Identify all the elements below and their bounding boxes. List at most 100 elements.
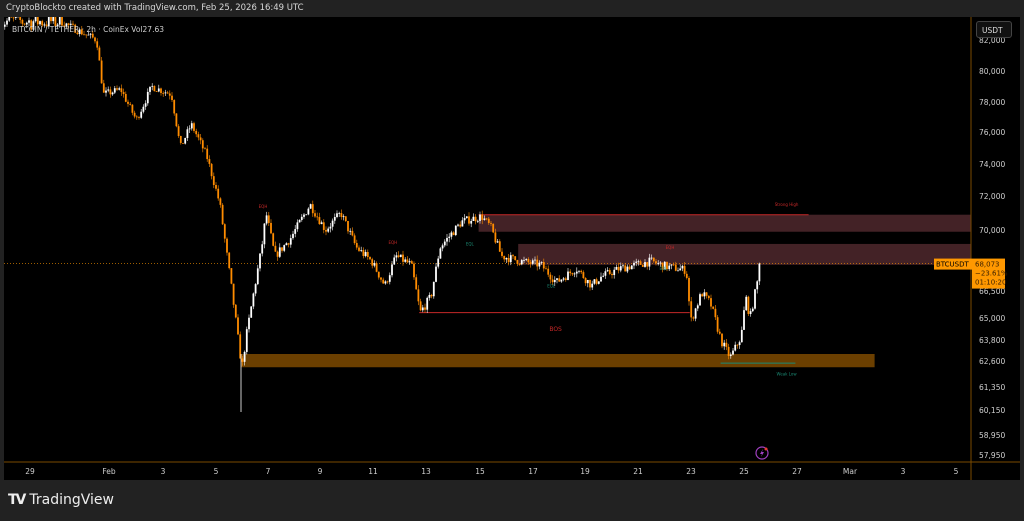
time-tick-label: 15 [475,467,485,476]
candle-body [274,245,277,252]
candle-body [204,148,206,150]
candle-body [215,184,217,189]
annotation-label: EQL [547,284,556,289]
candle-body [690,301,693,318]
candle-body [34,17,37,22]
candle-body [518,263,521,265]
candle-body [626,266,629,272]
candle-body [188,128,191,130]
currency-unit-button[interactable]: USDT [976,21,1012,38]
candle-body [648,257,651,267]
candle-body [105,90,107,93]
candle-body [507,257,510,263]
candle-body [25,22,28,25]
candle-body [650,257,653,259]
candle-body [573,273,576,275]
candle-body [397,255,400,257]
candle-body [694,308,697,319]
candle-body [342,216,345,218]
candle-body [393,257,396,265]
candle-body [417,289,420,302]
candle-body [699,294,701,306]
candle-body [164,92,167,94]
candle-body [206,148,209,160]
candle-body [443,241,446,246]
candle-body [109,89,112,95]
candle-body [633,262,635,266]
candle-body [505,257,508,260]
candle-body [617,266,620,271]
candle-body [171,95,173,101]
time-tick-label: 3 [901,467,906,476]
candle-body [278,247,281,257]
candle-body [314,213,316,217]
candle-body [459,224,462,227]
candle-body [329,226,332,229]
candle-body [714,308,717,318]
price-tick-label: 63,800 [979,336,1005,345]
candle-body [190,123,193,129]
candle-body [597,281,600,284]
candle-body [228,252,231,269]
candle-body [637,261,640,263]
candle-body [463,218,466,221]
candle-body [162,92,165,94]
candle-body [725,342,728,347]
candle-body [300,216,303,220]
candle-body [670,264,673,266]
tradingview-brand[interactable]: TV TradingView [8,492,114,508]
candle-body [529,262,532,264]
candle-body [490,222,492,224]
candle-body [298,219,301,223]
time-tick-label: 17 [528,467,538,476]
candle-body [8,17,11,21]
candle-body [307,208,310,215]
candle-body [468,216,470,224]
candle-body [509,255,512,263]
candle-body [232,283,235,305]
candle-body [349,230,352,232]
candle-body [144,103,147,107]
candle-body [615,266,618,270]
candle-body [685,273,688,278]
candle-body [619,266,622,271]
supply-zone [518,243,971,265]
candle-body [39,21,41,25]
candle-body [402,254,404,262]
price-tick-label: 58,950 [979,431,1005,440]
candle-body [336,213,338,218]
candle-body [503,255,506,260]
candle-body [30,20,33,30]
candle-body [358,247,360,251]
price-tick-label: 66,500 [979,287,1005,296]
candle-body [754,289,756,309]
candle-body [485,218,488,220]
candle-body [111,92,114,95]
candle-body [369,256,371,260]
candle-body [91,33,94,38]
time-tick-label: 27 [792,467,802,476]
candle-body [50,17,52,22]
price-tag-price: 68,073 [975,261,1000,269]
candle-body [602,275,605,277]
candle-body [226,238,228,253]
candle-body [721,333,723,347]
candle-body [32,21,35,30]
annotation-label: EQH [388,240,397,245]
candle-body [635,261,638,263]
candle-body [19,17,22,20]
candle-body [157,88,160,92]
candle-body [479,214,481,221]
candle-body [413,263,415,278]
candle-body [424,307,426,310]
candle-body [564,278,567,280]
candle-body [151,85,154,87]
candle-body [74,24,77,33]
candle-body [727,346,730,356]
candle-body [292,233,294,239]
candle-body [718,331,721,334]
candle-body [285,243,288,246]
candle-body [373,263,376,266]
candle-body [481,214,484,220]
